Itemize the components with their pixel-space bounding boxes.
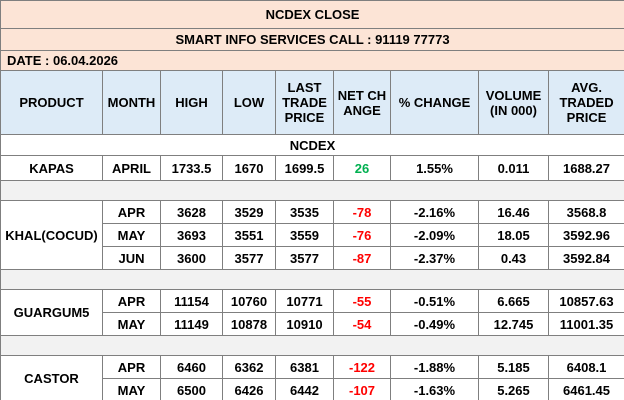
table-cell: -1.88% bbox=[390, 355, 479, 379]
column-header: LOW bbox=[222, 70, 276, 135]
date: DATE : 06.04.2026 bbox=[0, 50, 624, 71]
table-cell: -2.09% bbox=[390, 223, 479, 247]
column-header: HIGH bbox=[160, 70, 223, 135]
table-row: GUARGUM5 APR 11154 10760 10771 -55 -0.51% 6.665… bbox=[0, 289, 624, 336]
table-cell: 6461.45 bbox=[547, 378, 624, 400]
table-cell: 3592.84 bbox=[547, 246, 624, 270]
product: KHAL(COCUD) bbox=[0, 200, 103, 270]
table-cell: 10771 bbox=[275, 289, 334, 313]
table-cell: 1733.5 bbox=[160, 155, 223, 181]
column-header: LAST TRADE PRICE bbox=[275, 70, 334, 135]
table-cell: JUN bbox=[102, 246, 161, 270]
table-cell: 1688.27 bbox=[547, 155, 624, 181]
table-cell: -87 bbox=[333, 246, 391, 270]
table-cell: 11154 bbox=[160, 289, 223, 313]
table-cell: APR bbox=[102, 289, 161, 313]
table-cell: -2.37% bbox=[390, 246, 479, 270]
table-cell: -55 bbox=[333, 289, 391, 313]
table-cell: 3693 bbox=[160, 223, 223, 247]
table-cell: 1.55% bbox=[390, 155, 479, 181]
column-header: PRODUCT bbox=[0, 70, 103, 135]
table-cell: 1670 bbox=[222, 155, 276, 181]
blank-row bbox=[0, 335, 624, 356]
table-cell: MAY bbox=[102, 223, 161, 247]
table-cell: -76 bbox=[333, 223, 391, 247]
table-cell: MAY bbox=[102, 312, 161, 336]
table-cell: 3551 bbox=[222, 223, 276, 247]
table-row: JUN 3600 3577 3577 -87 -2.37% 0.43 3592.84 bbox=[1, 246, 624, 270]
table-cell: 6408.1 bbox=[547, 355, 624, 379]
table-row: CASTOR APR 6460 6362 6381 -122 -1.88% 5.185 6408… bbox=[0, 355, 624, 400]
table-row bbox=[0, 269, 624, 290]
table-cell: 1699.5 bbox=[275, 155, 334, 181]
column-header: AVG. TRADED PRICE bbox=[547, 70, 624, 135]
table-cell: 3535 bbox=[275, 200, 334, 224]
table-cell: 10760 bbox=[222, 289, 276, 313]
table-cell: 6426 bbox=[222, 378, 276, 400]
table-row: KHAL(COCUD) APR 3628 3529 3535 -78 -2.16% 16.46… bbox=[0, 200, 624, 270]
table-cell: -0.51% bbox=[390, 289, 479, 313]
table-cell: -1.63% bbox=[390, 378, 479, 400]
column-header: NET CHANGE bbox=[333, 70, 391, 135]
table-cell: APR bbox=[102, 355, 161, 379]
table-cell: 10910 bbox=[275, 312, 334, 336]
column-header: VOLUME (IN 000) bbox=[478, 70, 549, 135]
table-row: PRODUCT MONTH HIGH LOW LAST TRADE PRICE NET C… bbox=[0, 70, 624, 135]
table-cell: 26 bbox=[333, 155, 391, 181]
table-cell: 6381 bbox=[275, 355, 334, 379]
subtitle: SMART INFO SERVICES CALL : 91119 77773 bbox=[0, 28, 624, 51]
title: NCDEX CLOSE bbox=[0, 0, 624, 29]
table-cell: 0.011 bbox=[478, 155, 549, 181]
table-cell: 6442 bbox=[275, 378, 334, 400]
table-cell: 3577 bbox=[222, 246, 276, 270]
table-cell: 3628 bbox=[160, 200, 223, 224]
table-cell: -54 bbox=[333, 312, 391, 336]
table-cell: 3577 bbox=[275, 246, 334, 270]
table-row: KAPAS APRIL 1733.5 1670 1699.5 26 1.55% 0.011 16… bbox=[0, 155, 624, 181]
table-cell: 3600 bbox=[160, 246, 223, 270]
table-cell: 3529 bbox=[222, 200, 276, 224]
table-cell: 3559 bbox=[275, 223, 334, 247]
blank-row bbox=[0, 180, 624, 201]
table-cell: 10878 bbox=[222, 312, 276, 336]
table-cell: -107 bbox=[333, 378, 391, 400]
table-cell: 5.185 bbox=[478, 355, 549, 379]
table-cell: 16.46 bbox=[478, 200, 549, 224]
table-cell: 6460 bbox=[160, 355, 223, 379]
table-cell: 3568.8 bbox=[547, 200, 624, 224]
table-row: NCDEX bbox=[0, 134, 624, 156]
table-row bbox=[0, 335, 624, 356]
table-cell: 11149 bbox=[160, 312, 223, 336]
table-row: MAY 6500 6426 6442 -107 -1.63% 5.265 6461.45 bbox=[1, 378, 624, 400]
table-cell: -2.16% bbox=[390, 200, 479, 224]
table-cell: 3592.96 bbox=[547, 223, 624, 247]
table-cell: 0.43 bbox=[478, 246, 549, 270]
table-cell: -78 bbox=[333, 200, 391, 224]
table-cell: 6.665 bbox=[478, 289, 549, 313]
blank-row bbox=[0, 269, 624, 290]
product: KAPAS bbox=[0, 155, 103, 181]
table-cell: 18.05 bbox=[478, 223, 549, 247]
column-header: MONTH bbox=[102, 70, 161, 135]
table-cell: 12.745 bbox=[478, 312, 549, 336]
table-cell: 11001.35 bbox=[547, 312, 624, 336]
table-row: MAY 11149 10878 10910 -54 -0.49% 12.745 11001.3… bbox=[1, 312, 624, 336]
table-row bbox=[0, 180, 624, 201]
product: GUARGUM5 bbox=[0, 289, 103, 336]
table-cell: APRIL bbox=[102, 155, 161, 181]
table-cell: APR bbox=[102, 200, 161, 224]
table-cell: MAY bbox=[102, 378, 161, 400]
table-cell: 6362 bbox=[222, 355, 276, 379]
section-label: NCDEX bbox=[0, 134, 624, 156]
table-row: MAY 3693 3551 3559 -76 -2.09% 18.05 3592.96 bbox=[1, 223, 624, 247]
product: CASTOR bbox=[0, 355, 103, 400]
table-cell: 6500 bbox=[160, 378, 223, 400]
column-header: % CHANGE bbox=[390, 70, 479, 135]
table-cell: 10857.63 bbox=[547, 289, 624, 313]
table-cell: -0.49% bbox=[390, 312, 479, 336]
table-cell: -122 bbox=[333, 355, 391, 379]
table-cell: 5.265 bbox=[478, 378, 549, 400]
